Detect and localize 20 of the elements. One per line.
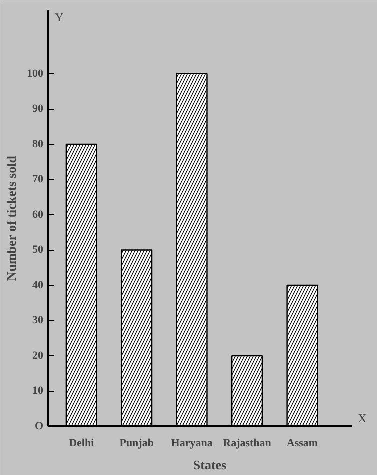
y-tick-label: 60 <box>32 208 44 221</box>
x-tick-label: Rajasthan <box>223 438 272 450</box>
annotation: Y <box>55 10 64 24</box>
x-tick-label: Punjab <box>120 438 154 450</box>
y-tick-label: 40 <box>32 279 44 292</box>
y-tick-label: 10 <box>32 385 44 398</box>
y-tick-label: 50 <box>32 244 44 256</box>
y-tick-label: 30 <box>32 314 44 327</box>
x-axis-title: States <box>193 458 227 472</box>
y-axis-title: Number of tickets sold <box>4 155 19 282</box>
x-tick-label: Haryana <box>171 438 214 450</box>
y-tick-label: O <box>34 420 44 432</box>
annotation: X <box>358 412 368 426</box>
y-tick-label: 90 <box>32 103 44 116</box>
y-tick-label: 80 <box>32 138 44 150</box>
y-tick-label: 20 <box>32 350 44 362</box>
y-tick-label: 70 <box>32 174 44 186</box>
x-tick-label: Assam <box>286 438 318 450</box>
y-tick-label: 100 <box>27 68 44 80</box>
x-tick-label: Delhi <box>69 438 94 450</box>
